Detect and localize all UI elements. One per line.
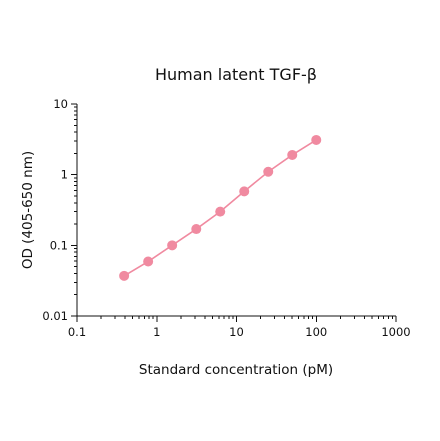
x-tick-label: 100 xyxy=(305,325,327,339)
data-point xyxy=(119,270,130,281)
data-point xyxy=(239,186,250,197)
data-point xyxy=(191,224,202,235)
data-point xyxy=(143,256,154,267)
y-tick-label: 10 xyxy=(53,97,68,111)
chart-title: Human latent TGF-β xyxy=(155,65,317,84)
data-point xyxy=(263,166,274,177)
data-point xyxy=(215,206,226,217)
data-point xyxy=(167,240,178,251)
x-tick-label: 0.1 xyxy=(68,325,86,339)
y-tick-label: 1 xyxy=(61,168,68,182)
y-tick-label: 0.1 xyxy=(50,238,68,252)
data-point xyxy=(311,134,322,145)
x-axis-label: Standard concentration (pM) xyxy=(139,362,333,378)
x-tick-label: 1000 xyxy=(381,325,410,339)
y-axis-label: OD (405-650 nm) xyxy=(20,151,36,269)
x-tick-label: 1 xyxy=(153,325,160,339)
y-tick-label: 0.01 xyxy=(42,309,68,323)
x-tick-label: 10 xyxy=(229,325,244,339)
data-point xyxy=(287,149,298,160)
